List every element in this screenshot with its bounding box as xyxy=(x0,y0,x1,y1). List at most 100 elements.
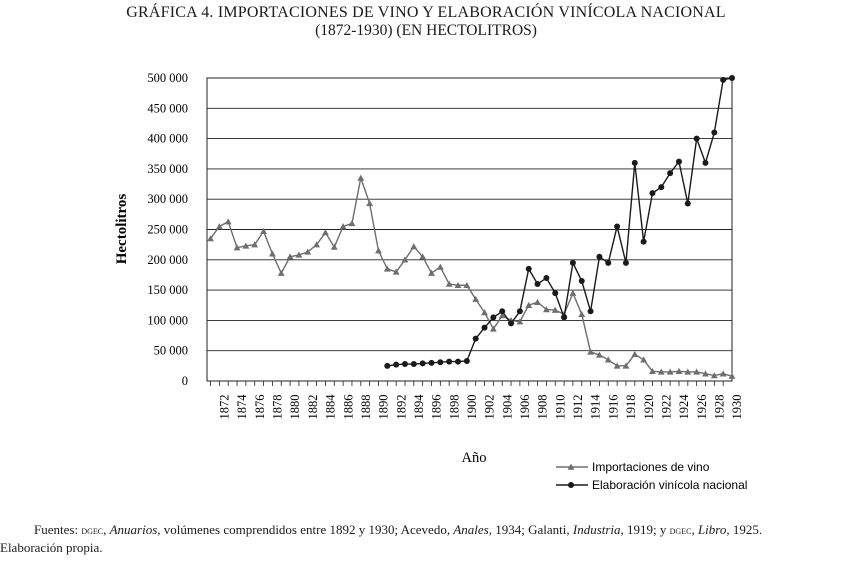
x-tick-label: 1874 xyxy=(235,394,249,420)
data-point xyxy=(729,75,735,81)
data-point xyxy=(614,223,621,230)
line-chart: 0 50 000 100 000 150 000 200 000 250 000 300 0… xyxy=(114,71,747,492)
data-point xyxy=(702,370,709,377)
data-point xyxy=(649,367,656,375)
data-point xyxy=(277,269,285,276)
x-tick-label: 1904 xyxy=(500,394,514,420)
legend: Importaciones de vino Elaboración vinícol… xyxy=(556,460,747,492)
data-point xyxy=(260,227,267,235)
data-point xyxy=(587,348,594,355)
data-point xyxy=(658,184,665,191)
data-point xyxy=(428,269,435,276)
x-tick-label: 1890 xyxy=(377,395,391,420)
data-point xyxy=(525,301,533,308)
data-point xyxy=(498,312,506,319)
data-point xyxy=(419,360,426,367)
data-point xyxy=(684,368,692,375)
y-tick-label: 450 000 xyxy=(147,101,188,115)
x-tick-label: 1892 xyxy=(394,395,408,420)
x-tick-label: 1900 xyxy=(465,395,479,420)
footnote-line2: Elaboración propia. xyxy=(0,540,103,555)
y-tick-label: 500 000 xyxy=(147,71,188,85)
chart-title: GRÁFICA 4. IMPORTACIONES DE VINO Y ELABO… xyxy=(126,4,726,21)
data-point xyxy=(348,220,356,227)
data-point xyxy=(551,306,559,313)
data-point xyxy=(516,308,523,315)
x-tick-label: 1930 xyxy=(730,395,744,420)
chart-subtitle: (1872-1930) (EN HECTOLITROS) xyxy=(315,22,537,39)
x-tick-label: 1894 xyxy=(412,394,426,420)
data-point xyxy=(657,368,665,375)
data-point xyxy=(508,320,515,327)
data-point xyxy=(569,289,577,296)
data-point xyxy=(375,247,382,254)
y-tick-labels: 0 50 000 100 000 150 000 200 000 250 000 300 0… xyxy=(147,71,188,388)
data-point xyxy=(357,174,365,181)
series-group xyxy=(207,75,736,379)
data-point xyxy=(472,295,480,302)
y-tick-label: 100 000 xyxy=(147,313,188,327)
data-point xyxy=(675,367,683,375)
y-tick-label: 200 000 xyxy=(147,253,188,267)
plot-frame xyxy=(206,77,733,382)
data-point xyxy=(693,135,700,142)
data-point xyxy=(534,281,541,288)
data-point xyxy=(684,200,691,207)
x-tick-label: 1880 xyxy=(288,395,302,420)
series-line-elaboracion xyxy=(387,77,733,367)
legend-marker xyxy=(567,463,575,470)
data-point xyxy=(233,244,241,251)
data-point xyxy=(543,274,550,281)
y-tick-label: 0 xyxy=(182,374,188,388)
data-point xyxy=(454,281,462,288)
x-tick-label: 1918 xyxy=(624,395,638,420)
data-point xyxy=(631,159,638,166)
y-tick-label: 400 000 xyxy=(147,132,188,146)
x-tick-label: 1888 xyxy=(359,395,373,420)
x-tick-labels: 1872 1874 1876 1878 1880 1882 1884 1886 1888 1890… xyxy=(210,381,744,420)
x-tick-label: 1896 xyxy=(430,395,444,420)
x-tick-label: 1924 xyxy=(677,394,691,420)
x-tick-label: 1914 xyxy=(589,394,603,420)
legend-label: Importaciones de vino xyxy=(592,460,710,474)
x-tick-label: 1876 xyxy=(253,395,267,420)
x-tick-label: 1898 xyxy=(447,395,461,420)
legend-marker xyxy=(568,482,574,488)
data-point xyxy=(224,218,232,225)
y-tick-label: 300 000 xyxy=(147,192,188,206)
data-point xyxy=(710,372,718,379)
data-point xyxy=(251,241,259,248)
x-tick-label: 1910 xyxy=(553,395,567,420)
x-tick-label: 1926 xyxy=(695,395,709,420)
data-point xyxy=(445,280,453,287)
x-tick-label: 1922 xyxy=(659,395,673,420)
data-point xyxy=(667,170,674,177)
x-tick-label: 1912 xyxy=(571,395,585,420)
source-footnote: Fuentes: dgec, Anuarios, volúmenes compr… xyxy=(0,521,852,557)
data-point xyxy=(313,241,320,248)
data-point xyxy=(463,358,470,365)
data-point xyxy=(366,200,374,207)
data-point xyxy=(207,235,214,242)
data-point xyxy=(215,223,223,230)
x-tick-label: 1878 xyxy=(271,395,285,420)
data-point xyxy=(578,310,586,318)
y-tick-label: 250 000 xyxy=(147,223,188,237)
data-point xyxy=(410,243,418,250)
x-tick-label: 1884 xyxy=(324,394,338,420)
data-point xyxy=(542,306,550,313)
data-point xyxy=(455,358,462,365)
data-point xyxy=(428,359,435,366)
data-point xyxy=(463,281,471,288)
x-tick-label: 1872 xyxy=(218,395,232,420)
data-point xyxy=(269,250,276,257)
data-point xyxy=(339,223,347,230)
data-point xyxy=(720,76,727,83)
data-point xyxy=(552,290,559,297)
data-point xyxy=(596,253,603,260)
data-point xyxy=(728,372,736,379)
y-tick-label: 50 000 xyxy=(154,344,188,358)
data-point xyxy=(401,361,408,368)
data-point xyxy=(286,253,294,260)
data-point xyxy=(525,265,532,272)
